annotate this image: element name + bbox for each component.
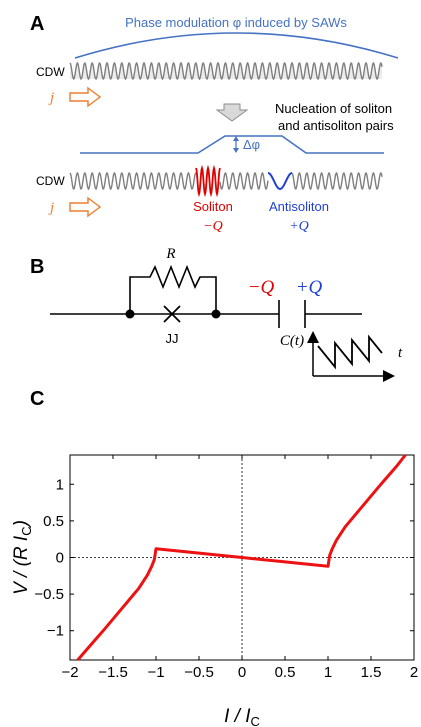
cdw-label-top: CDW <box>36 65 65 79</box>
y-tick-label: 1 <box>56 476 64 493</box>
y-tick-label: −0.5 <box>34 586 64 603</box>
x-tick-label: 0.5 <box>275 664 296 681</box>
soliton-label: Soliton <box>193 199 233 214</box>
x-axis-label: I / IC <box>224 706 260 727</box>
nucleation-text-line1: Nucleation of soliton <box>275 101 392 116</box>
node-right <box>211 309 221 319</box>
x-tick-label: 1 <box>324 664 332 681</box>
panel-a: A Phase modulation φ induced by SAWs CDW… <box>30 13 399 234</box>
soliton-charge: −Q <box>203 219 223 234</box>
resistor-branch <box>129 264 217 314</box>
x-tick-label: 2 <box>410 664 418 681</box>
delta-phi-label: Δφ <box>243 137 260 152</box>
cdw-label-bottom: CDW <box>36 174 65 188</box>
panel-b: B R JJ −Q +Q C(t) t <box>30 246 403 382</box>
sawtooth-signal <box>317 334 383 370</box>
delta-phi-arrowheads <box>233 136 239 153</box>
current-arrow-top <box>69 86 102 108</box>
x-tick-label: −1 <box>147 664 164 681</box>
iv-chart: −2 −1.5 −1 −0.5 0 0.5 1 1.5 2 −1 −0.5 0 0.5 1 I / IC V … <box>11 454 418 727</box>
minus-q-label: −Q <box>248 277 275 298</box>
junction-label: JJ <box>166 331 179 346</box>
josephson-junction <box>163 305 181 323</box>
panel-a-letter: A <box>30 13 44 35</box>
x-tick-label: −1.5 <box>98 664 128 681</box>
y-tick-label: 0 <box>56 550 64 567</box>
current-label-bottom: j <box>48 200 54 216</box>
iv-curve <box>76 454 407 661</box>
x-tick-label: −0.5 <box>184 664 214 681</box>
antisoliton-wave <box>267 172 293 191</box>
x-tick-label: −2 <box>61 664 78 681</box>
down-arrow <box>215 103 249 122</box>
current-label-top: j <box>48 90 54 106</box>
y-axis-label: V / (R IC) <box>11 520 34 595</box>
antisoliton-charge: +Q <box>289 219 309 234</box>
panel-c: C −2 −1.5 −1 −0.5 0 0.5 1 1.5 2 −1 −0.5 0 0.5 1 I / IC… <box>11 388 418 727</box>
cdw-wave-top <box>69 61 383 81</box>
x-tick-label: 1.5 <box>361 664 382 681</box>
x-tick-label: 0 <box>238 664 246 681</box>
node-left <box>125 309 135 319</box>
time-label: t <box>398 345 403 361</box>
current-arrow-bottom <box>69 196 102 218</box>
y-tick-label: 0.5 <box>43 513 64 530</box>
nucleation-text-line2: and antisoliton pairs <box>278 118 394 133</box>
phase-modulation-arc <box>74 32 399 59</box>
soliton-wave <box>195 164 221 198</box>
panel-c-letter: C <box>30 388 44 410</box>
y-tick-label: −1 <box>47 623 64 640</box>
phase-modulation-label: Phase modulation φ induced by SAWs <box>125 15 347 30</box>
antisoliton-label: Antisoliton <box>269 199 329 214</box>
plus-q-label: +Q <box>296 277 323 298</box>
cdw-wave-bottom <box>69 164 383 198</box>
phase-step-line <box>80 135 384 154</box>
panel-b-letter: B <box>30 256 44 278</box>
resistor-label: R <box>165 246 175 262</box>
capacitor-label: C(t) <box>280 333 304 349</box>
